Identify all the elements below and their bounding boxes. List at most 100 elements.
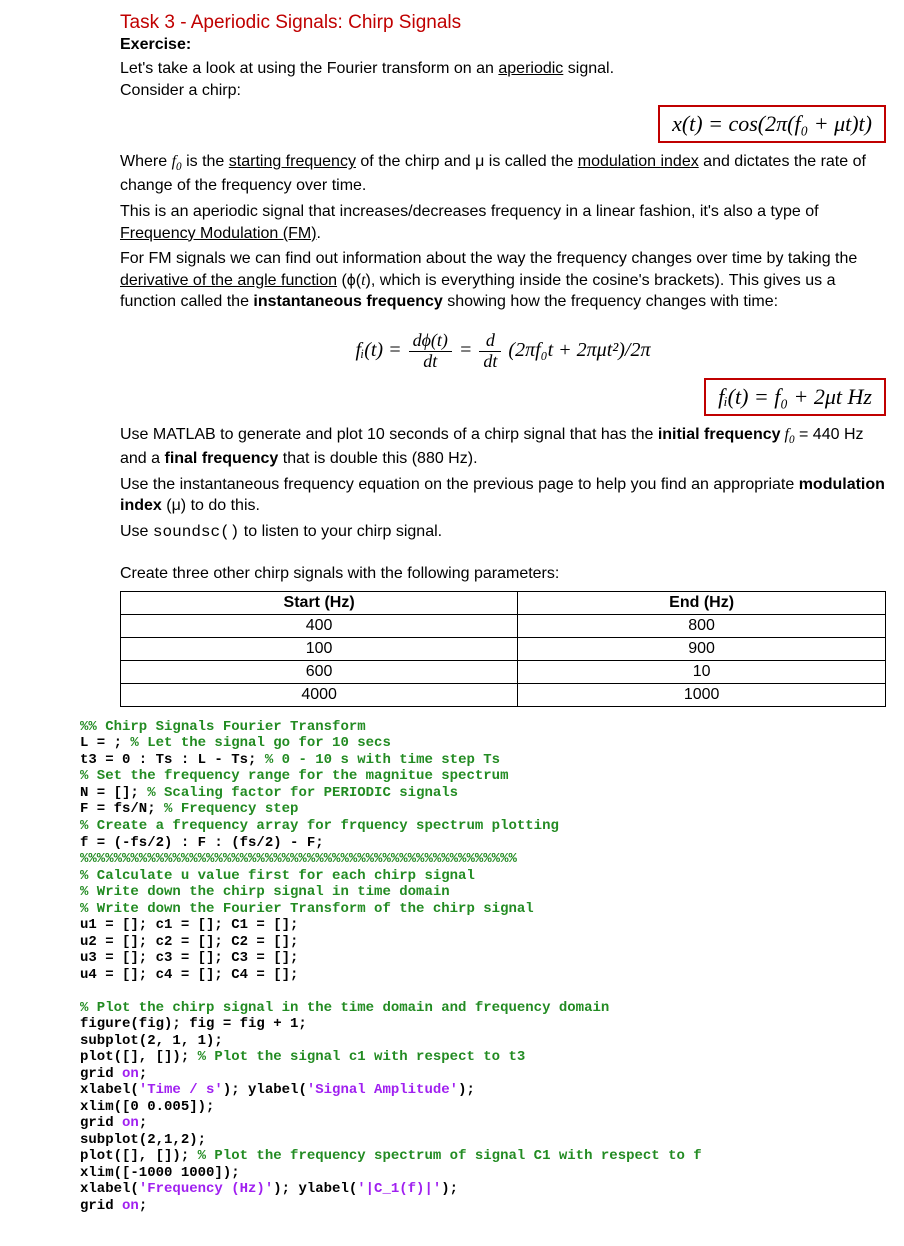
code-comment: % Frequency step: [164, 801, 298, 817]
code-line: f = (-fs/2) : F : (fs/2) - F;: [80, 835, 324, 851]
equation-1-row: x(t) = cos(2π(f₀ + μt)t): [120, 105, 886, 143]
code-line: plot([], []);: [80, 1148, 198, 1164]
code-comment: % Scaling factor for PERIODIC signals: [147, 785, 458, 801]
paragraph-7: Use soundsc() to listen to your chirp si…: [120, 521, 886, 544]
code-line: grid: [80, 1198, 122, 1214]
code-string: 'Time / s': [139, 1082, 223, 1098]
text: of the chirp and μ is called the: [356, 153, 578, 170]
text: f: [781, 426, 789, 443]
code-line: ); ylabel(: [223, 1082, 307, 1098]
eq2-frac2: ddt: [479, 331, 501, 372]
code-line: );: [441, 1181, 458, 1197]
text: For FM signals we can find out informati…: [120, 250, 857, 267]
eq2-num2: d: [479, 331, 501, 352]
paragraph-2: Where f0 is the starting frequency of th…: [120, 151, 886, 197]
intro-paragraph: Let's take a look at using the Fourier t…: [120, 58, 886, 101]
eq2-den2: dt: [479, 352, 501, 372]
table-cell: 4000: [121, 683, 518, 706]
code-line: );: [458, 1082, 475, 1098]
table-cell: 900: [518, 637, 886, 660]
text: Use the instantaneous frequency equation…: [120, 476, 799, 493]
code-line: xlabel(: [80, 1082, 139, 1098]
text: to listen to your chirp signal.: [239, 523, 442, 540]
table-header-start: Start (Hz): [121, 591, 518, 614]
code-comment: % Plot the frequency spectrum of signal …: [198, 1148, 702, 1164]
f0-symbol: f0: [172, 153, 182, 170]
equation-2: fᵢ(t) = dϕ(t)dt = ddt (2πf₀t + 2πμt²)/2π: [120, 331, 886, 372]
table-header-end: End (Hz): [518, 591, 886, 614]
code-comment: % Calculate u value first for each chirp…: [80, 868, 475, 884]
text: showing how the frequency changes with t…: [443, 293, 778, 310]
code-line: u3 = []; c3 = []; C3 = [];: [80, 950, 298, 966]
code-line: ;: [139, 1198, 147, 1214]
code-line: figure(fig); fig = fig + 1;: [80, 1016, 307, 1032]
code-line: plot([], []);: [80, 1049, 198, 1065]
code-string: on: [122, 1066, 139, 1082]
text: Use MATLAB to generate and plot 10 secon…: [120, 426, 658, 443]
code-comment: %%%%%%%%%%%%%%%%%%%%%%%%%%%%%%%%%%%%%%%%…: [80, 851, 517, 867]
code-string: '|C_1(f)|': [357, 1181, 441, 1197]
code-comment: % Let the signal go for 10 secs: [130, 735, 390, 751]
text: Let's take a look at using the Fourier t…: [120, 60, 498, 77]
text: signal.: [563, 60, 614, 77]
matlab-code-block: %% Chirp Signals Fourier Transform L = ;…: [80, 719, 886, 1214]
eq2-lhs: fᵢ(t) =: [355, 339, 401, 361]
equation-3-box: fᵢ(t) = f₀ + 2μt Hz: [704, 378, 886, 416]
code-line: u1 = []; c1 = []; C1 = [];: [80, 917, 298, 933]
code-line: u2 = []; c2 = []; C2 = [];: [80, 934, 298, 950]
code-line: ;: [139, 1066, 147, 1082]
code-comment: % Create a frequency array for frquency …: [80, 818, 559, 834]
code-line: xlim([-1000 1000]);: [80, 1165, 240, 1181]
table-row: 60010: [121, 660, 886, 683]
task-title: Task 3 - Aperiodic Signals: Chirp Signal…: [120, 12, 886, 34]
text: (ϕ(: [337, 272, 361, 289]
eq2-den1: dt: [409, 352, 452, 372]
code-comment: % Write down the chirp signal in time do…: [80, 884, 450, 900]
code-comment: % 0 - 10 s with time step Ts: [265, 752, 500, 768]
table-cell: 800: [518, 614, 886, 637]
code-comment: % Write down the Fourier Transform of th…: [80, 901, 534, 917]
bold-final-frequency: final frequency: [164, 450, 278, 467]
table-cell: 100: [121, 637, 518, 660]
code-comment: %% Chirp Signals Fourier Transform: [80, 719, 366, 735]
code-line: t3 = 0 : Ts : L - Ts;: [80, 752, 265, 768]
paragraph-4: For FM signals we can find out informati…: [120, 248, 886, 313]
code-line: u4 = []; c4 = []; C4 = [];: [80, 967, 298, 983]
eq2-frac1: dϕ(t)dt: [409, 331, 452, 372]
document-page: Task 3 - Aperiodic Signals: Chirp Signal…: [0, 0, 904, 1234]
text: This is an aperiodic signal that increas…: [120, 203, 819, 220]
code-line: subplot(2,1,2);: [80, 1132, 206, 1148]
underline-starting-frequency: starting frequency: [229, 153, 356, 170]
table-header-row: Start (Hz) End (Hz): [121, 591, 886, 614]
text: (μ) to do this.: [162, 497, 260, 514]
code-comment: % Set the frequency range for the magnit…: [80, 768, 508, 784]
text: .: [317, 225, 321, 242]
code-line: N = [];: [80, 785, 147, 801]
code-string: on: [122, 1115, 139, 1131]
table-row: 400800: [121, 614, 886, 637]
table-cell: 600: [121, 660, 518, 683]
eq2-num1: dϕ(t): [409, 331, 452, 352]
code-string: 'Signal Amplitude': [307, 1082, 458, 1098]
text: Consider a chirp:: [120, 82, 241, 99]
underline-derivative: derivative of the angle function: [120, 272, 337, 289]
equation-3-row: fᵢ(t) = f₀ + 2μt Hz: [120, 378, 886, 416]
paragraph-8: Create three other chirp signals with th…: [120, 563, 886, 585]
table-row: 100900: [121, 637, 886, 660]
code-inline-soundsc: soundsc(): [153, 523, 239, 541]
underline-modulation-index: modulation index: [578, 153, 699, 170]
code-line: F = fs/N;: [80, 801, 164, 817]
code-comment: % Plot the chirp signal in the time doma…: [80, 1000, 609, 1016]
eq2-paren: (2πf₀t + 2πμt²)/2π: [508, 339, 650, 361]
code-string: on: [122, 1198, 139, 1214]
code-line: xlim([0 0.005]);: [80, 1099, 214, 1115]
table-cell: 1000: [518, 683, 886, 706]
code-line: ;: [139, 1115, 147, 1131]
table-cell: 10: [518, 660, 886, 683]
table-row: 40001000: [121, 683, 886, 706]
bold-initial-frequency: initial frequency: [658, 426, 781, 443]
exercise-label: Exercise:: [120, 36, 886, 54]
paragraph-3: This is an aperiodic signal that increas…: [120, 201, 886, 244]
paragraph-5: Use MATLAB to generate and plot 10 secon…: [120, 424, 886, 470]
code-line: L = ;: [80, 735, 130, 751]
